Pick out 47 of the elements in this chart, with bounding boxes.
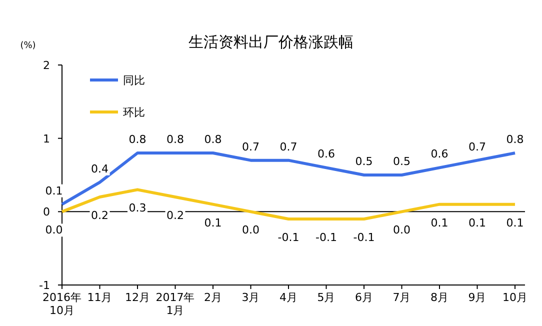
x-tick-label: 9月	[468, 291, 486, 304]
data-label: 0.6	[430, 148, 448, 161]
data-label: 0.0	[242, 224, 260, 237]
legend-label: 环比	[123, 106, 145, 119]
data-label: -0.1	[353, 231, 375, 244]
data-label: 0.1	[506, 216, 524, 230]
data-label: 0.0	[45, 224, 63, 237]
data-label: 0.6	[318, 148, 335, 161]
data-label: 0.7	[280, 140, 298, 154]
x-tick-label: 11月	[87, 291, 112, 304]
x-tick-label: 2016年 10月	[42, 291, 82, 317]
data-label: 0.1	[204, 216, 222, 230]
chart-title: 生活资料出厂价格涨跌幅	[188, 33, 354, 51]
x-tick-label: 4月	[280, 291, 298, 304]
data-label: 0.2	[91, 209, 108, 222]
x-tick-label: 5月	[317, 291, 336, 304]
y-tick-label: -1	[39, 279, 50, 292]
data-label: 0.3	[128, 202, 146, 215]
data-label: 0.1	[468, 216, 486, 230]
x-tick-label: 7月	[392, 291, 411, 304]
legend-label: 同比	[123, 74, 145, 87]
x-tick-label: 10月	[502, 291, 528, 304]
x-tick-label: 2月	[204, 291, 222, 304]
x-tick-label: 6月	[355, 291, 373, 304]
x-tick-label: 2017年 1月	[156, 291, 195, 317]
data-label: 0.2	[166, 209, 184, 222]
data-label: 0.1	[430, 216, 448, 230]
data-label: 0.7	[242, 140, 260, 154]
y-tick-label: 1	[43, 132, 50, 146]
y-axis-title: (%)	[20, 41, 36, 51]
data-label: 0.0	[393, 224, 410, 237]
x-tick-label: 8月	[430, 291, 448, 304]
data-label: -0.1	[278, 231, 300, 244]
data-label: 0.8	[204, 133, 222, 146]
y-tick-label: 2	[43, 59, 50, 72]
data-label: 0.5	[355, 155, 373, 168]
data-label: 0.8	[128, 133, 146, 146]
data-label: 0.1	[45, 184, 63, 198]
data-label: 0.4	[91, 162, 108, 176]
data-label: -0.1	[316, 231, 337, 244]
data-label: 0.7	[468, 140, 486, 154]
x-tick-label: 3月	[242, 291, 260, 304]
y-tick-label: 0	[43, 206, 50, 219]
x-tick-label: 12月	[125, 291, 150, 304]
data-label: 0.8	[506, 133, 524, 146]
data-label: 0.5	[393, 155, 410, 168]
data-label: 0.8	[166, 133, 184, 146]
